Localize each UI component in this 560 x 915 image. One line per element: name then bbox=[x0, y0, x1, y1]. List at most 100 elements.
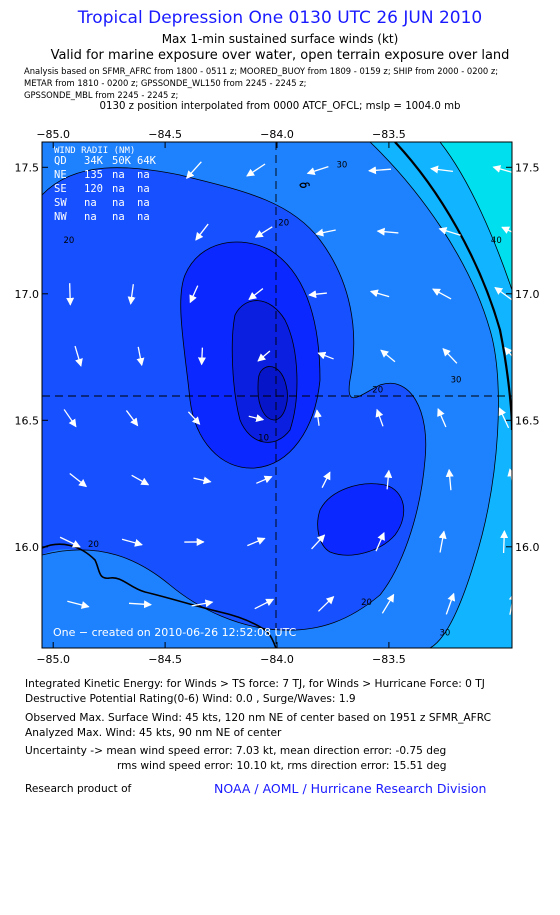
wind-vector bbox=[375, 408, 384, 427]
wind-vector bbox=[193, 476, 212, 485]
wind-vector bbox=[121, 538, 143, 547]
wind-vector bbox=[131, 474, 150, 486]
contour-label: 20 bbox=[63, 236, 74, 246]
wind-radii-cell: NW bbox=[54, 211, 67, 223]
analysis-sources-line-2: METAR from 1810 - 0200 z; GPSSONDE_WL150… bbox=[24, 78, 307, 88]
wind-radii-cell: na bbox=[112, 183, 125, 195]
wind-vector bbox=[438, 226, 461, 236]
y-tick-label: 16.5 bbox=[15, 414, 40, 427]
wind-field-inner-core bbox=[258, 366, 288, 420]
wind-vector bbox=[437, 408, 447, 428]
contour-lines bbox=[42, 142, 512, 648]
research-product-label: Research product of bbox=[25, 783, 132, 795]
contour-label: 30 bbox=[336, 160, 347, 170]
wind-vector bbox=[69, 472, 88, 488]
wind-radii-column: 64K bbox=[137, 155, 157, 167]
contour-labels: 20 20 30 40 30 20 10 20 20 30 bbox=[63, 160, 501, 638]
chart-subtitle-units: Max 1-min sustained surface winds (kt) bbox=[161, 32, 399, 46]
wind-vector bbox=[248, 288, 264, 301]
wind-vector bbox=[125, 410, 139, 427]
wind-radii-header: WIND RADII (NM) bbox=[54, 146, 135, 156]
contour-label: 30 bbox=[451, 375, 462, 385]
wind-vector bbox=[197, 347, 206, 366]
wind-vector bbox=[445, 592, 456, 615]
y-tick-label: 17.5 bbox=[15, 161, 40, 174]
wind-vector bbox=[375, 531, 385, 552]
wind-radii-cell: SE bbox=[54, 183, 67, 195]
uncertainty-mean: Uncertainty -> mean wind speed error: 7.… bbox=[25, 745, 447, 757]
wind-vector bbox=[136, 346, 145, 367]
chart-title: Tropical Depression One 0130 UTC 26 JUN … bbox=[77, 8, 483, 28]
ike-line: Integrated Kinetic Energy: for Winds > T… bbox=[25, 678, 485, 690]
wind-radii-cell: 135 bbox=[84, 169, 103, 181]
wind-vector bbox=[438, 530, 447, 553]
wind-field-40kt-plus bbox=[440, 142, 512, 290]
wind-vector bbox=[317, 595, 335, 612]
wind-vector bbox=[248, 414, 265, 422]
wind-vector bbox=[376, 227, 399, 236]
wind-radii-cell: na bbox=[112, 211, 125, 223]
wind-radii-cell: na bbox=[84, 211, 97, 223]
wind-radii-cell: na bbox=[137, 211, 150, 223]
position-interpolation-note: 0130 z position interpolated from 0000 A… bbox=[99, 101, 461, 112]
wind-vector bbox=[321, 471, 331, 488]
wind-radii-column: 34K bbox=[84, 155, 104, 167]
contour-label: 40 bbox=[491, 236, 502, 246]
wind-vector bbox=[195, 223, 209, 241]
axis-ticks: −85.0 −85.0 −84.5 −84.5 −84.0 −84.0 −83.5 −83.5… bbox=[15, 128, 540, 666]
y-tick-label: 17.5 bbox=[515, 161, 540, 174]
wind-radii-column: 50K bbox=[112, 155, 132, 167]
analyzed-max-wind: Analyzed Max. Wind: 45 kts, 90 nm NE of … bbox=[25, 727, 282, 739]
wind-vectors bbox=[59, 161, 512, 615]
y-tick-label: 16.5 bbox=[515, 414, 540, 427]
wind-vector bbox=[432, 288, 452, 300]
wind-vector bbox=[191, 599, 214, 608]
wind-vector bbox=[247, 537, 266, 547]
wind-vector bbox=[507, 468, 512, 484]
wind-vector bbox=[381, 593, 395, 614]
island-coastline bbox=[299, 182, 310, 188]
wind-radii-cell: na bbox=[137, 197, 150, 209]
x-tick-label: −83.5 bbox=[372, 128, 406, 141]
wind-vector bbox=[254, 226, 273, 238]
wind-vector bbox=[368, 166, 392, 175]
wind-vector bbox=[442, 347, 458, 364]
wind-radii-cell: SW bbox=[54, 197, 67, 209]
y-tick-label: 16.0 bbox=[15, 541, 40, 554]
wind-vector bbox=[380, 349, 396, 363]
wind-vector bbox=[127, 284, 136, 305]
wind-radii-cell: 120 bbox=[84, 183, 103, 195]
coastline-honduras bbox=[394, 142, 512, 431]
y-tick-label: 17.0 bbox=[515, 288, 540, 301]
wind-radii-column: QD bbox=[54, 155, 67, 167]
wind-vector bbox=[254, 598, 275, 610]
uncertainty-rms: rms wind speed error: 10.10 kt, rms dire… bbox=[117, 760, 447, 772]
chart-subtitle-validity: Valid for marine exposure over water, op… bbox=[50, 48, 510, 63]
wind-field-land-20-30kt bbox=[42, 549, 270, 648]
wind-vector bbox=[445, 468, 454, 491]
wind-radii-cell: na bbox=[84, 197, 97, 209]
wind-radii-cell: NE bbox=[54, 169, 67, 181]
contour-label: 10 bbox=[258, 434, 269, 444]
wind-vector bbox=[498, 407, 510, 429]
hrd-research-link[interactable]: NOAA / AOML / Hurricane Research Divisio… bbox=[214, 781, 487, 796]
wind-vector bbox=[384, 469, 393, 490]
wind-vector bbox=[246, 163, 266, 177]
x-tick-label: −84.5 bbox=[148, 128, 182, 141]
wind-radii-cell: na bbox=[137, 183, 150, 195]
wind-vector bbox=[500, 530, 509, 554]
destructive-potential-line: Destructive Potential Rating(0-6) Wind: … bbox=[25, 693, 356, 705]
wind-vector bbox=[501, 226, 512, 234]
wind-vector bbox=[308, 290, 327, 299]
y-tick-label: 17.0 bbox=[15, 288, 40, 301]
wind-vector bbox=[63, 409, 77, 428]
observed-max-wind: Observed Max. Surface Wind: 45 kts, 120 … bbox=[25, 712, 492, 724]
wind-vector bbox=[494, 286, 512, 301]
contour-label: 20 bbox=[372, 385, 383, 395]
contour-label: 20 bbox=[88, 540, 99, 550]
analysis-sources-line-3: GPSSONDE_MBL from 2245 - 2245 z; bbox=[24, 90, 179, 100]
wind-vector bbox=[369, 289, 390, 298]
wind-radii-cell: na bbox=[137, 169, 150, 181]
y-tick-label: 16.0 bbox=[515, 541, 540, 554]
